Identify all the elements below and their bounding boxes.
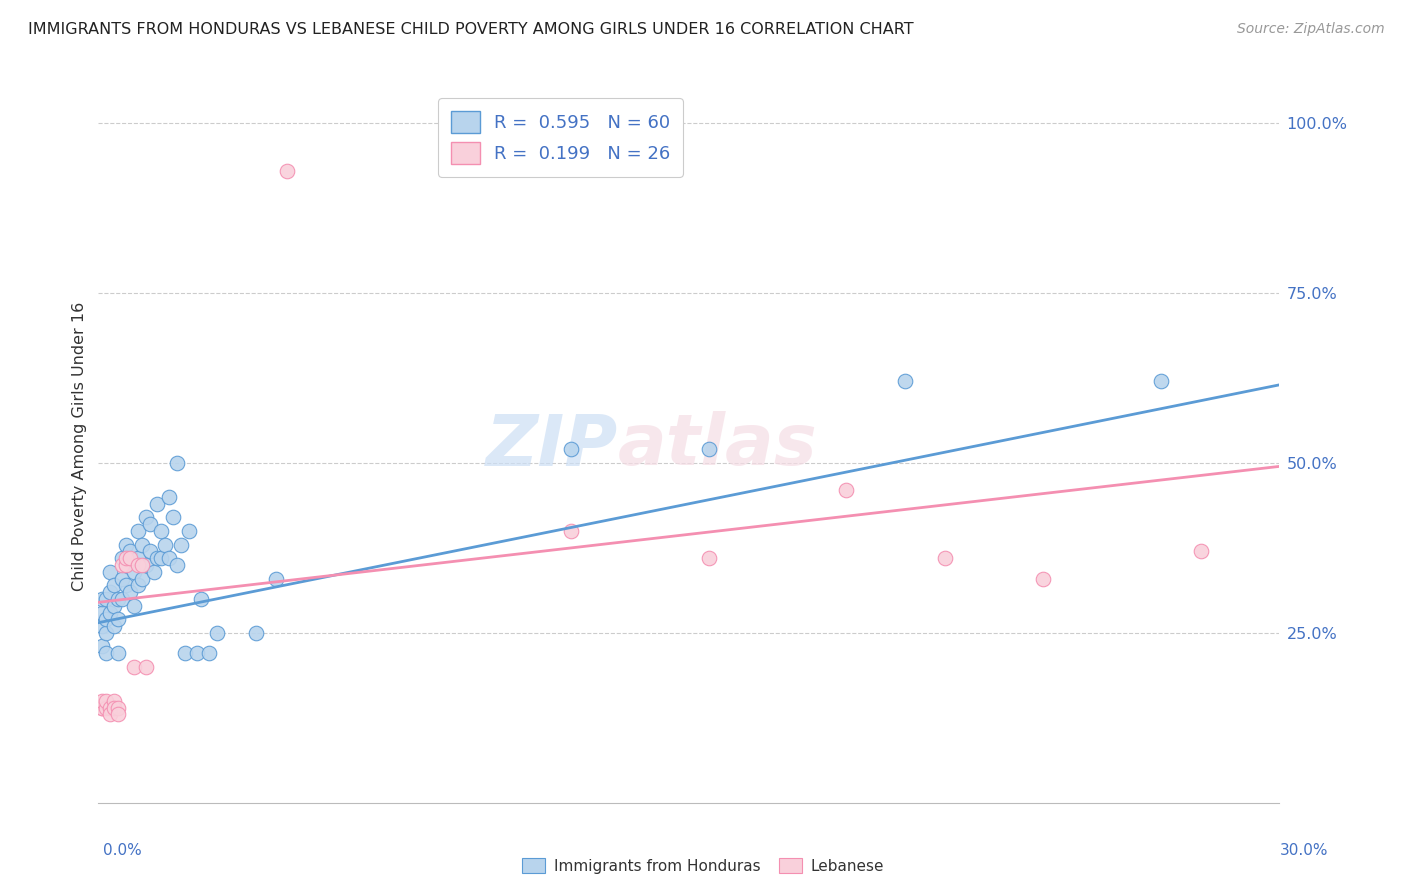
Point [135, 558, 157, 572]
Point [166, 558, 188, 572]
Point [103, 619, 125, 633]
Point [107, 646, 129, 660]
Text: IMMIGRANTS FROM HONDURAS VS LEBANESE CHILD POVERTY AMONG GIRLS UNDER 16 CORRELAT: IMMIGRANTS FROM HONDURAS VS LEBANESE CHI… [28, 22, 914, 37]
Point [276, 163, 298, 178]
Point [697, 551, 720, 566]
Point [98, 700, 121, 714]
Text: Source: ZipAtlas.com: Source: ZipAtlas.com [1237, 22, 1385, 37]
Point [91, 606, 114, 620]
Point [1189, 544, 1212, 558]
Point [103, 578, 125, 592]
Point [127, 578, 149, 592]
Point [157, 490, 180, 504]
Point [107, 612, 129, 626]
Point [560, 524, 582, 538]
Point [190, 591, 212, 606]
Point [96, 700, 118, 714]
Point [115, 558, 138, 572]
Point [138, 544, 160, 558]
Point [96, 694, 118, 708]
Point [103, 694, 125, 708]
Point [146, 551, 169, 566]
Point [111, 558, 134, 572]
Point [107, 700, 129, 714]
Point [96, 612, 118, 626]
Point [118, 544, 141, 558]
Point [111, 591, 134, 606]
Point [131, 558, 153, 572]
Point [91, 694, 114, 708]
Point [111, 572, 134, 586]
Point [197, 646, 219, 660]
Point [103, 599, 125, 613]
Point [115, 551, 138, 566]
Point [115, 578, 138, 592]
Point [98, 565, 121, 579]
Text: ZIP: ZIP [486, 411, 619, 481]
Point [96, 626, 118, 640]
Point [205, 626, 228, 640]
Point [146, 497, 169, 511]
Point [96, 591, 118, 606]
Point [122, 660, 145, 674]
Point [118, 551, 141, 566]
Point [98, 707, 121, 722]
Point [127, 551, 149, 566]
Point [174, 646, 197, 660]
Point [170, 537, 193, 551]
Text: atlas: atlas [619, 411, 818, 481]
Point [155, 537, 177, 551]
Point [131, 537, 153, 551]
Point [127, 524, 149, 538]
Point [135, 510, 157, 524]
Point [127, 558, 149, 572]
Point [91, 700, 114, 714]
Point [245, 626, 267, 640]
Point [177, 524, 200, 538]
Point [103, 700, 125, 714]
Point [111, 551, 134, 566]
Legend: Immigrants from Honduras, Lebanese: Immigrants from Honduras, Lebanese [516, 852, 890, 880]
Point [115, 558, 138, 572]
Point [96, 646, 118, 660]
Point [157, 551, 180, 566]
Point [166, 456, 188, 470]
Point [91, 591, 114, 606]
Point [91, 640, 114, 654]
Point [150, 551, 173, 566]
Point [135, 660, 157, 674]
Point [91, 700, 114, 714]
Text: 0.0%: 0.0% [103, 843, 142, 858]
Point [98, 606, 121, 620]
Point [122, 565, 145, 579]
Legend: R =  0.595   N = 60, R =  0.199   N = 26: R = 0.595 N = 60, R = 0.199 N = 26 [439, 98, 683, 177]
Point [835, 483, 858, 498]
Point [560, 442, 582, 457]
Point [186, 646, 208, 660]
Point [138, 517, 160, 532]
Point [98, 585, 121, 599]
Point [107, 591, 129, 606]
Point [115, 537, 138, 551]
Point [697, 442, 720, 457]
Point [142, 565, 165, 579]
Point [91, 619, 114, 633]
Y-axis label: Child Poverty Among Girls Under 16: Child Poverty Among Girls Under 16 [72, 301, 87, 591]
Point [122, 599, 145, 613]
Point [131, 572, 153, 586]
Point [934, 551, 956, 566]
Point [107, 707, 129, 722]
Point [1032, 572, 1054, 586]
Point [264, 572, 287, 586]
Point [150, 524, 173, 538]
Point [1150, 375, 1173, 389]
Text: 30.0%: 30.0% [1281, 843, 1329, 858]
Point [894, 375, 917, 389]
Point [162, 510, 184, 524]
Point [118, 585, 141, 599]
